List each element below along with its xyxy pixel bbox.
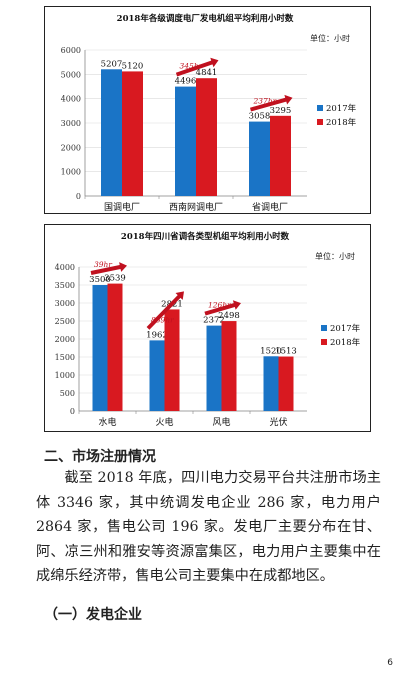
c2-y-tick-label: 0 <box>70 407 75 416</box>
c2-increase-arrow <box>204 300 241 316</box>
c2-bar-2017 <box>149 340 165 411</box>
c2-increase-label: 126hr <box>208 301 231 310</box>
body-paragraph: 截至 2018 年底，四川电力交易平台共注册市场主体 3346 家，其中统调发电… <box>36 470 381 584</box>
c1-bar-2018 <box>270 115 291 196</box>
c1-increase-arrow <box>250 94 293 112</box>
c1-category-label: 省调电厂 <box>252 201 288 213</box>
c1-legend-swatch <box>317 119 323 125</box>
c2-bar-2017 <box>206 325 222 411</box>
c2-bar-2017 <box>92 285 108 411</box>
c1-legend-swatch <box>317 105 323 111</box>
c1-data-label: 5120 <box>122 61 144 71</box>
c1-increase-label: 345hr <box>180 62 203 71</box>
c2-legend-label: 2017年 <box>330 323 361 334</box>
c1-bar-2017 <box>249 121 270 196</box>
c1-chart-title: 2018年各级调度电厂发电机组平均利用小时数 <box>117 13 294 24</box>
c2-bar-2018 <box>278 356 294 411</box>
c1-unit-label: 单位：小时 <box>310 33 350 43</box>
c1-data-label: 5207 <box>101 59 123 69</box>
c2-legend-label: 2018年 <box>330 337 361 348</box>
chart-dispatch-level: 2018年各级调度电厂发电机组平均利用小时数单位：小时 0 1000 2000 3000… <box>44 6 371 214</box>
c2-data-label: 1520 <box>260 346 282 356</box>
c2-legend-swatch <box>321 339 327 345</box>
c2-data-label: 3539 <box>104 274 126 284</box>
chart-unit-type: 2018年四川省调各类型机组平均利用小时数单位：小时 0 500 1000 1500 20… <box>44 224 371 432</box>
c1-y-tick-label: 2000 <box>61 143 81 152</box>
c2-chart-title: 2018年四川省调各类型机组平均利用小时数 <box>121 231 290 242</box>
c1-legend-label: 2017年 <box>326 103 357 114</box>
c2-y-tick-label: 4000 <box>55 263 75 272</box>
c2-category-label: 风电 <box>212 416 230 428</box>
c2-bar-2018 <box>164 309 180 411</box>
c1-category-label: 国调电厂 <box>104 201 140 213</box>
c1-data-label: 3058 <box>249 112 271 122</box>
c1-y-tick-label: 1000 <box>61 168 81 177</box>
c1-category-label: 西南网调电厂 <box>169 201 223 213</box>
c2-y-tick-label: 2000 <box>55 335 75 344</box>
c2-increase-label: 859hr <box>151 315 174 324</box>
c1-data-label: 3295 <box>270 106 292 116</box>
c1-data-label: 4496 <box>175 77 197 87</box>
c2-increase-label: 39hr <box>94 260 112 269</box>
c2-y-tick-label: 3000 <box>55 299 75 308</box>
c2-category-label: 水电 <box>98 416 116 428</box>
c1-y-tick-label: 4000 <box>61 95 81 104</box>
c1-y-tick-label: 3000 <box>61 119 81 128</box>
c2-data-label: 2498 <box>218 311 240 321</box>
subsection-heading: （一）发电企业 <box>44 607 142 623</box>
c1-y-tick-label: 5000 <box>61 70 81 79</box>
c2-unit-label: 单位：小时 <box>315 251 355 261</box>
c1-bar-2018 <box>196 78 217 196</box>
c2-data-label: 2372 <box>203 316 225 326</box>
page-number: 6 <box>387 658 393 668</box>
c2-category-label: 火电 <box>155 416 173 428</box>
c1-increase-label: 237hr <box>253 97 277 106</box>
c2-data-label: 1513 <box>275 347 297 357</box>
c2-data-label: 3500 <box>89 275 111 285</box>
c2-bar-2018 <box>107 283 123 411</box>
c1-increase-arrow <box>175 57 219 77</box>
c2-y-tick-label: 1500 <box>55 353 75 362</box>
c2-y-tick-label: 1000 <box>55 371 75 380</box>
c2-y-tick-label: 2500 <box>55 317 75 326</box>
c2-legend-swatch <box>321 325 327 331</box>
c1-bar-2017 <box>101 69 122 196</box>
c2-bar-2017 <box>263 356 279 411</box>
c2-increase-arrow <box>146 291 184 330</box>
c2-bar-2018 <box>221 321 237 411</box>
c2-increase-arrow <box>90 262 127 275</box>
section-heading: 二、市场注册情况 <box>44 449 156 465</box>
c1-data-label: 4841 <box>196 68 218 78</box>
c2-y-tick-label: 500 <box>60 389 75 398</box>
c1-bar-2017 <box>175 86 196 196</box>
c1-y-tick-label: 0 <box>76 192 81 201</box>
c1-y-tick-label: 6000 <box>61 46 81 55</box>
c2-y-tick-label: 3500 <box>55 281 75 290</box>
c2-category-label: 光伏 <box>269 416 287 428</box>
c1-bar-2018 <box>122 71 143 196</box>
c1-legend-label: 2018年 <box>326 117 357 128</box>
c2-data-label: 1962 <box>146 330 168 340</box>
